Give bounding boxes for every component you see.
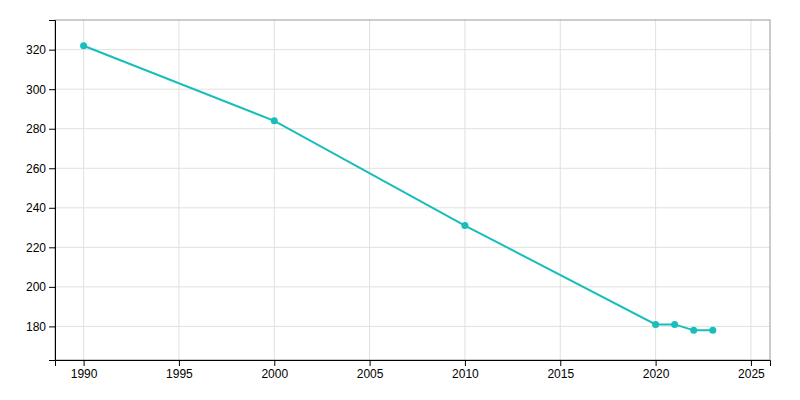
x-tick: 1990 <box>71 360 98 381</box>
x-tick-mark <box>656 360 657 366</box>
x-tick: 2000 <box>261 360 288 381</box>
y-tick-mark <box>49 208 55 209</box>
grid-line-x <box>655 20 656 360</box>
grid-line-y <box>55 286 770 287</box>
chart-container: 1990 1995 2000 2005 2010 2015 2020 2025 180 200 22… <box>0 0 800 400</box>
grid-line-x <box>464 20 465 360</box>
x-tick-mark <box>274 360 275 366</box>
plot-area: 1990 1995 2000 2005 2010 2015 2020 2025 180 200 22… <box>26 20 771 381</box>
y-tick: 180 <box>26 320 55 334</box>
x-tick-mark <box>370 360 371 366</box>
y-tick-mark <box>49 50 55 51</box>
plot-frame <box>55 20 770 360</box>
y-tick-mark <box>49 129 55 130</box>
x-tick-label: 1990 <box>71 367 98 381</box>
x-axis-line <box>56 361 771 367</box>
y-axis-line <box>49 21 56 361</box>
grid-line-x <box>750 20 751 360</box>
point <box>461 222 468 229</box>
x-tick-label: 2025 <box>738 367 765 381</box>
grid-line-y <box>55 49 770 50</box>
grid <box>55 20 770 360</box>
x-tick-mark <box>560 360 561 366</box>
grid-line-y <box>55 326 770 327</box>
chart-svg: 1990 1995 2000 2005 2010 2015 2020 2025 180 200 22… <box>0 0 800 400</box>
x-tick: 2015 <box>547 360 574 381</box>
point <box>690 327 697 334</box>
y-tick: 240 <box>26 201 55 215</box>
y-tick-mark <box>49 287 55 288</box>
y-tick-label: 260 <box>26 162 46 176</box>
point <box>80 42 87 49</box>
grid-line-y <box>55 247 770 248</box>
x-tick: 1995 <box>166 360 193 381</box>
y-tick-label: 220 <box>26 241 46 255</box>
x-tick-mark <box>179 360 180 366</box>
y-tick-label: 240 <box>26 201 46 215</box>
y-tick-mark <box>49 326 55 327</box>
x-axis: 1990 1995 2000 2005 2010 2015 2020 2025 <box>56 360 771 381</box>
x-tick: 2025 <box>738 360 765 381</box>
grid-line-y <box>55 128 770 129</box>
x-tick: 2005 <box>357 360 384 381</box>
y-axis: 180 200 220 240 260 280 300 320 <box>26 21 56 361</box>
x-tick-mark <box>751 360 752 366</box>
y-tick-mark <box>49 89 55 90</box>
y-tick-label: 280 <box>26 122 46 136</box>
y-tick-mark <box>49 247 55 248</box>
grid-line-y <box>55 89 770 90</box>
y-tick-label: 180 <box>26 320 46 334</box>
x-tick-label: 1995 <box>166 367 193 381</box>
x-tick-label: 2000 <box>261 367 288 381</box>
x-tick: 2020 <box>643 360 670 381</box>
x-tick-label: 2020 <box>643 367 670 381</box>
y-tick-label: 300 <box>26 83 46 97</box>
y-tick-mark <box>49 168 55 169</box>
grid-line-x <box>369 20 370 360</box>
y-tick: 280 <box>26 122 55 136</box>
line <box>84 46 713 331</box>
y-tick: 320 <box>26 43 55 57</box>
x-tick: 2010 <box>452 360 479 381</box>
y-tick: 260 <box>26 162 55 176</box>
x-tick-mark <box>84 360 85 366</box>
point <box>709 327 716 334</box>
grid-line-x <box>178 20 179 360</box>
grid-line-x <box>560 20 561 360</box>
x-tick-label: 2010 <box>452 367 479 381</box>
point <box>671 321 678 328</box>
x-tick-label: 2015 <box>547 367 574 381</box>
y-tick-label: 200 <box>26 280 46 294</box>
y-tick: 300 <box>26 83 55 97</box>
series <box>80 42 716 334</box>
point <box>271 117 278 124</box>
y-tick-label: 320 <box>26 43 46 57</box>
grid-line-y <box>55 207 770 208</box>
grid-line-x <box>83 20 84 360</box>
y-tick: 220 <box>26 241 55 255</box>
y-tick: 200 <box>26 280 55 294</box>
point <box>652 321 659 328</box>
grid-line-x <box>274 20 275 360</box>
grid-line-y <box>55 168 770 169</box>
x-tick-mark <box>465 360 466 366</box>
x-tick-label: 2005 <box>357 367 384 381</box>
